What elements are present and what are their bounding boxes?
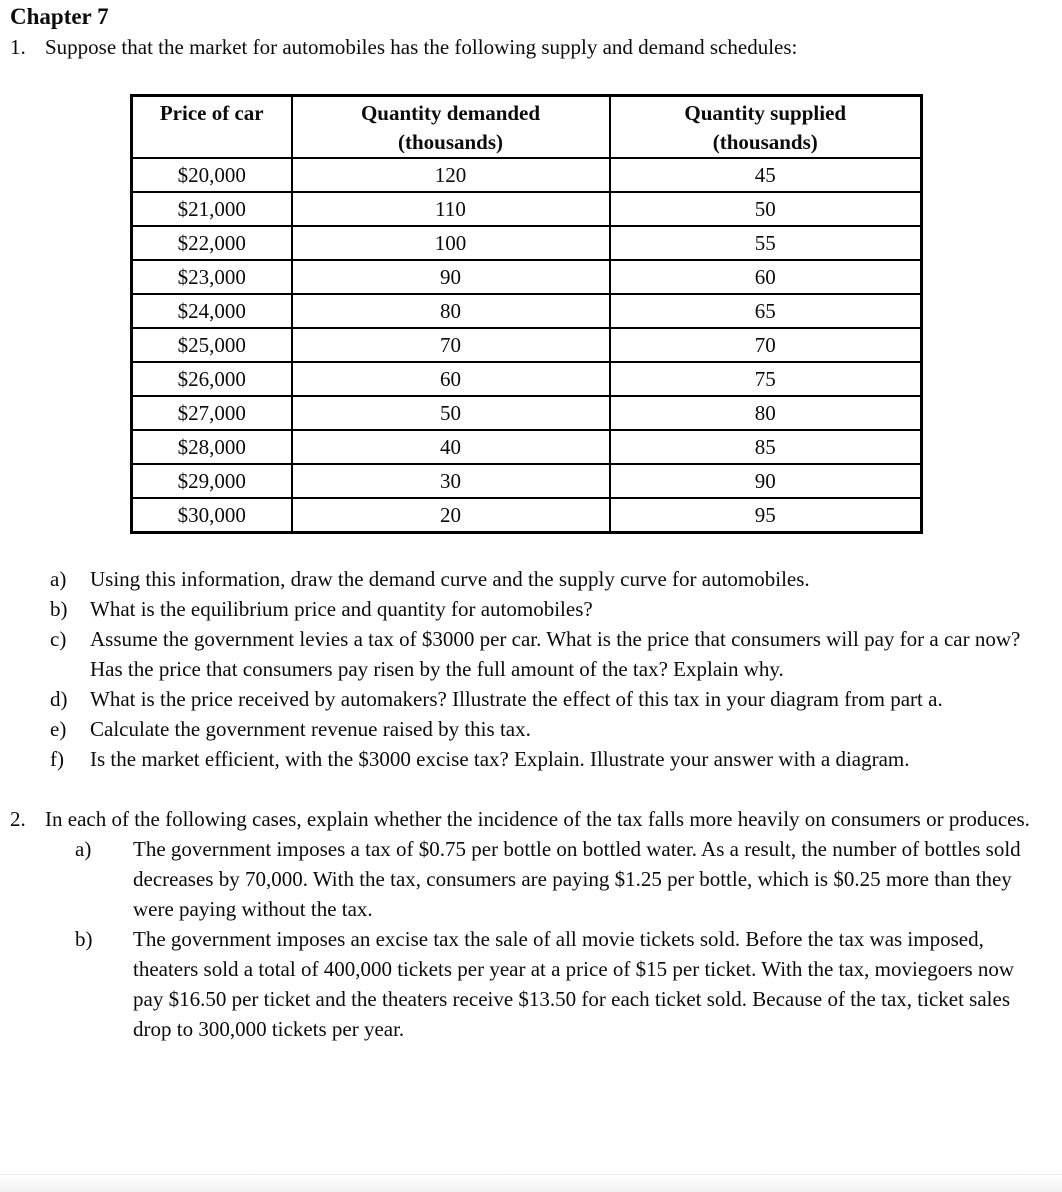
part-text: Is the market efficient, with the $3000 …: [90, 747, 910, 771]
question-2-parts: a) The government imposes a tax of $0.75…: [75, 834, 1062, 1044]
question-1-text: Suppose that the market for automobiles …: [45, 35, 798, 59]
table-cell-supply: 85: [608, 429, 923, 465]
table-row: $23,000 90 60: [130, 259, 923, 295]
part-text: Calculate the government revenue raised …: [90, 717, 531, 741]
part-item-f: f) Is the market efficient, with the $30…: [50, 744, 1062, 774]
question-1-number: 1.: [10, 35, 26, 59]
table-cell-demand: 110: [290, 191, 611, 227]
table-cell-price: $30,000: [130, 497, 293, 534]
chapter-title: Chapter 7: [10, 4, 109, 29]
table-cell-price: $24,000: [130, 293, 293, 329]
table-cell-price: $23,000: [130, 259, 293, 295]
part-label: c): [50, 627, 67, 651]
header-line-2: (thousands): [712, 130, 818, 154]
page-bottom-strip: [0, 1174, 1062, 1192]
table-cell-price: $20,000: [130, 157, 293, 193]
table-header-row: Price of car Quantity demanded (thousand…: [130, 94, 923, 159]
table-cell-price: $28,000: [130, 429, 293, 465]
header-line-1: Quantity demanded: [360, 101, 541, 125]
part-text: What is the equilibrium price and quanti…: [90, 597, 593, 621]
table-cell-demand: 70: [290, 327, 611, 363]
table-cell-demand: 30: [290, 463, 611, 499]
part-label: a): [75, 837, 92, 861]
table-cell-price: $21,000: [130, 191, 293, 227]
part-item-b: b) What is the equilibrium price and qua…: [50, 594, 1062, 624]
table-row: $27,000 50 80: [130, 395, 923, 431]
table-cell-demand: 40: [290, 429, 611, 465]
table-header-quantity-supplied: Quantity supplied (thousands): [608, 94, 923, 159]
table-row: $28,000 40 85: [130, 429, 923, 465]
part-item-e: e) Calculate the government revenue rais…: [50, 714, 1062, 744]
table-cell-supply: 50: [608, 191, 923, 227]
supply-demand-table: Price of car Quantity demanded (thousand…: [130, 94, 923, 534]
header-line-2: (thousands): [397, 130, 504, 154]
table-cell-price: $29,000: [130, 463, 293, 499]
part-item-2a: a) The government imposes a tax of $0.75…: [75, 834, 1062, 924]
part-text: Using this information, draw the demand …: [90, 567, 810, 591]
part-item-c: c) Assume the government levies a tax of…: [50, 624, 1062, 684]
table-cell-price: $26,000: [130, 361, 293, 397]
part-label: b): [75, 927, 93, 951]
table-cell-supply: 75: [608, 361, 923, 397]
table-row: $20,000 120 45: [130, 157, 923, 193]
table-cell-demand: 20: [290, 497, 611, 534]
table-row: $26,000 60 75: [130, 361, 923, 397]
part-item-d: d) What is the price received by automak…: [50, 684, 1062, 714]
table-cell-demand: 50: [290, 395, 611, 431]
table-row: $22,000 100 55: [130, 225, 923, 261]
table-cell-supply: 70: [608, 327, 923, 363]
part-label: e): [50, 717, 67, 741]
table-cell-supply: 90: [608, 463, 923, 499]
table-cell-price: $22,000: [130, 225, 293, 261]
part-text: What is the price received by automakers…: [90, 687, 943, 711]
table-header-quantity-demanded: Quantity demanded (thousands): [290, 94, 611, 159]
table-cell-demand: 60: [290, 361, 611, 397]
part-item-a: a) Using this information, draw the dema…: [50, 564, 1062, 594]
table-cell-demand: 100: [290, 225, 611, 261]
question-1: 1. Suppose that the market for automobil…: [10, 32, 1062, 62]
table-cell-supply: 55: [608, 225, 923, 261]
part-label: a): [50, 567, 67, 591]
part-label: f): [50, 747, 64, 771]
header-line-1: Price of car: [159, 101, 264, 125]
supply-demand-table-container: Price of car Quantity demanded (thousand…: [130, 94, 1062, 534]
table-cell-demand: 120: [290, 157, 611, 193]
question-2-number: 2.: [10, 807, 26, 831]
table-cell-supply: 80: [608, 395, 923, 431]
question-1-parts: a) Using this information, draw the dema…: [50, 564, 1062, 774]
part-text: The government imposes an excise tax the…: [133, 927, 1015, 1041]
part-item-2b: b) The government imposes an excise tax …: [75, 924, 1062, 1044]
table-row: $29,000 30 90: [130, 463, 923, 499]
part-label: b): [50, 597, 68, 621]
table-cell-supply: 45: [608, 157, 923, 193]
table-cell-price: $27,000: [130, 395, 293, 431]
table-header-price-of-car: Price of car: [130, 94, 293, 159]
table-cell-demand: 90: [290, 259, 611, 295]
part-text: The government imposes a tax of $0.75 pe…: [133, 837, 1021, 921]
table-row: $25,000 70 70: [130, 327, 923, 363]
table-cell-supply: 60: [608, 259, 923, 295]
worksheet-page: Chapter 7 1. Suppose that the market for…: [10, 4, 1062, 1044]
table-row: $24,000 80 65: [130, 293, 923, 329]
table-cell-supply: 95: [608, 497, 923, 534]
table-row: $30,000 20 95: [130, 497, 923, 534]
question-2: 2. In each of the following cases, expla…: [10, 804, 1062, 834]
question-2-text: In each of the following cases, explain …: [45, 807, 1030, 831]
part-label: d): [50, 687, 68, 711]
table-cell-demand: 80: [290, 293, 611, 329]
table-cell-price: $25,000: [130, 327, 293, 363]
table-cell-supply: 65: [608, 293, 923, 329]
table-row: $21,000 110 50: [130, 191, 923, 227]
header-line-1: Quantity supplied: [684, 101, 847, 125]
part-text: Assume the government levies a tax of $3…: [90, 627, 1021, 681]
